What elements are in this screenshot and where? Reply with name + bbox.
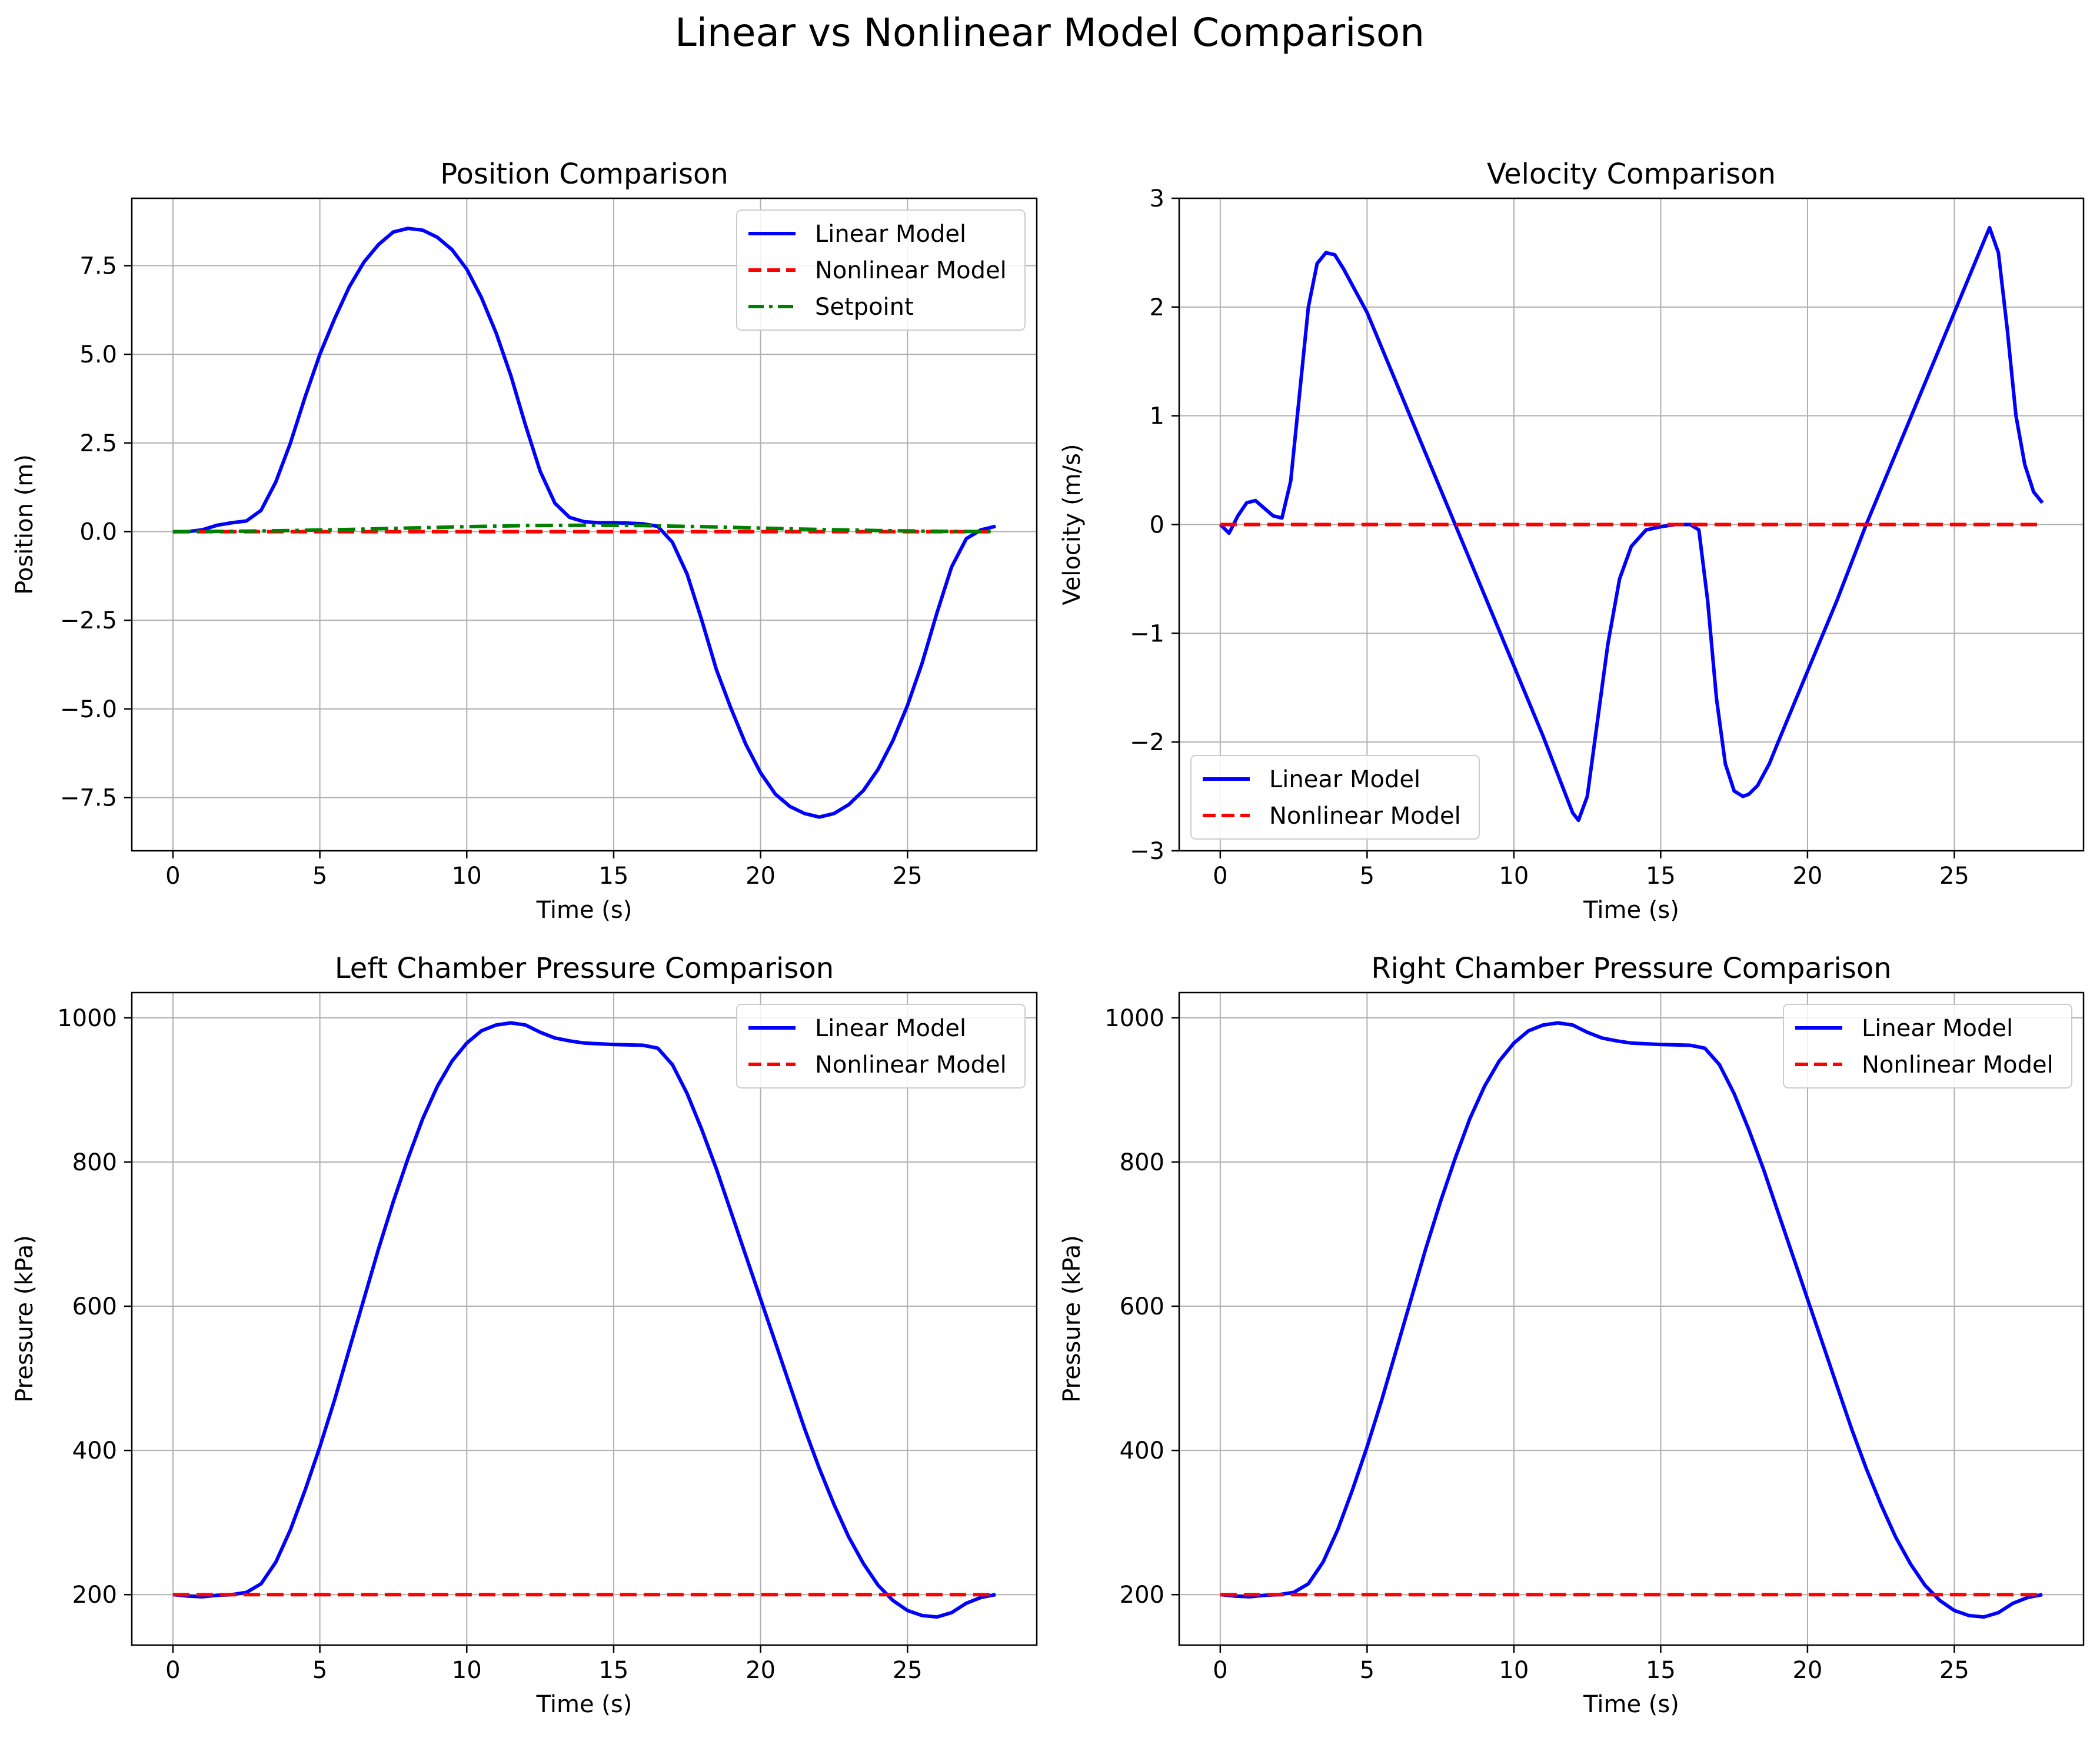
x-tick-label: 20 bbox=[1792, 1657, 1822, 1684]
position-legend: Linear Model Nonlinear Model Setpoint bbox=[736, 209, 1026, 331]
legend-box bbox=[1783, 1004, 2072, 1088]
y-tick-label: 1000 bbox=[57, 1005, 117, 1032]
left-pressure-axes-frame bbox=[131, 991, 1038, 1646]
x-tick-label: 10 bbox=[452, 1657, 482, 1684]
right-pressure-axes-frame bbox=[1178, 991, 2085, 1646]
x-tick-label: 15 bbox=[598, 1657, 628, 1684]
velocity-panel: 0 5 10 15 20 25 −3 −2 −1 0 1 2 3 Velocity Comparison T… bbox=[1059, 158, 2085, 924]
velocity-title: Velocity Comparison bbox=[1487, 158, 1776, 191]
x-tick-label: 15 bbox=[1646, 1657, 1676, 1684]
y-tick-label: 600 bbox=[1120, 1293, 1164, 1320]
y-tick-label: −2.5 bbox=[60, 607, 117, 634]
y-tick-label: −3 bbox=[1130, 838, 1164, 865]
velocity-xlabel: Time (s) bbox=[1583, 897, 1679, 924]
legend-box bbox=[736, 209, 1026, 331]
legend-label: Setpoint bbox=[815, 294, 914, 321]
legend-box bbox=[736, 1004, 1026, 1088]
x-tick-label: 25 bbox=[893, 1657, 923, 1684]
left-pressure-panel: 0 5 10 15 20 25 200 400 600 800 1000 Left Chamber P… bbox=[11, 952, 1038, 1718]
y-tick-label: −1 bbox=[1130, 620, 1164, 647]
right-pressure-xlabel: Time (s) bbox=[1583, 1691, 1679, 1718]
right-pressure-panel: 0 5 10 15 20 25 200 400 600 800 1000 Right Chamber … bbox=[1059, 952, 2085, 1718]
legend-label: Linear Model bbox=[1269, 766, 1420, 793]
velocity-legend: Linear Model Nonlinear Model bbox=[1190, 755, 1480, 840]
x-tick-label: 25 bbox=[893, 863, 923, 890]
y-tick-label: 1000 bbox=[1104, 1005, 1164, 1032]
position-series-setpoint-line bbox=[172, 523, 996, 534]
legend-label: Nonlinear Model bbox=[1269, 803, 1461, 830]
right-pressure-title: Right Chamber Pressure Comparison bbox=[1371, 952, 1891, 985]
x-tick-label: 15 bbox=[1646, 863, 1676, 890]
y-tick-label: −2 bbox=[1130, 729, 1164, 756]
x-tick-label: 25 bbox=[1939, 863, 1969, 890]
right-pressure-ylabel: Pressure (kPa) bbox=[1059, 1235, 1086, 1403]
y-tick-label: −5.0 bbox=[60, 696, 117, 723]
position-panel: 0 5 10 15 20 25 −7.5 −5.0 −2.5 0.0 2.5 5.0 7.5 Positi… bbox=[11, 158, 1038, 924]
legend-box bbox=[1190, 755, 1480, 840]
x-tick-label: 0 bbox=[1213, 1657, 1227, 1684]
left-pressure-title: Left Chamber Pressure Comparison bbox=[335, 952, 834, 985]
x-tick-label: 5 bbox=[312, 863, 327, 890]
velocity-series-linear-model-line bbox=[1219, 225, 2044, 823]
x-tick-label: 0 bbox=[1213, 863, 1227, 890]
legend-label: Linear Model bbox=[1862, 1015, 2013, 1042]
legend-label: Nonlinear Model bbox=[1862, 1051, 2054, 1078]
x-tick-label: 20 bbox=[746, 1657, 776, 1684]
y-tick-label: 600 bbox=[72, 1293, 117, 1320]
y-tick-label: 0 bbox=[1150, 512, 1164, 539]
right-pressure-legend: Linear Model Nonlinear Model bbox=[1783, 1004, 2072, 1088]
position-title: Position Comparison bbox=[440, 158, 728, 191]
y-tick-label: 800 bbox=[1120, 1149, 1164, 1176]
x-tick-label: 0 bbox=[165, 1657, 180, 1684]
y-tick-label: 2.5 bbox=[79, 430, 117, 457]
legend-label: Nonlinear Model bbox=[815, 1051, 1007, 1078]
y-tick-label: 800 bbox=[72, 1149, 117, 1176]
left-pressure-ylabel: Pressure (kPa) bbox=[11, 1235, 38, 1403]
y-tick-label: 3 bbox=[1150, 185, 1164, 212]
x-tick-label: 20 bbox=[1792, 863, 1822, 890]
y-tick-label: 2 bbox=[1150, 294, 1164, 321]
legend-label: Linear Model bbox=[815, 1015, 966, 1042]
y-tick-label: 200 bbox=[1120, 1582, 1164, 1609]
x-tick-label: 5 bbox=[1360, 1657, 1375, 1684]
y-tick-label: 7.5 bbox=[79, 253, 117, 280]
y-tick-label: 0.0 bbox=[79, 519, 117, 546]
position-ylabel: Position (m) bbox=[11, 454, 38, 595]
left-pressure-xlabel: Time (s) bbox=[536, 1691, 633, 1718]
left-pressure-series-linear-model-line bbox=[172, 1021, 996, 1619]
left-pressure-legend: Linear Model Nonlinear Model bbox=[736, 1004, 1026, 1088]
y-tick-label: 400 bbox=[72, 1437, 117, 1464]
y-tick-label: 1 bbox=[1150, 403, 1164, 430]
legend-label: Linear Model bbox=[815, 221, 966, 248]
x-tick-label: 10 bbox=[452, 863, 482, 890]
x-tick-label: 0 bbox=[165, 863, 180, 890]
x-tick-label: 25 bbox=[1939, 1657, 1969, 1684]
x-tick-label: 10 bbox=[1499, 1657, 1529, 1684]
x-tick-label: 5 bbox=[312, 1657, 327, 1684]
legend-label: Nonlinear Model bbox=[815, 257, 1007, 284]
position-xlabel: Time (s) bbox=[536, 897, 633, 924]
x-tick-label: 20 bbox=[746, 863, 776, 890]
right-pressure-series-linear-model-line bbox=[1220, 1021, 2043, 1619]
y-tick-label: −7.5 bbox=[60, 785, 117, 812]
y-tick-label: 200 bbox=[72, 1582, 117, 1609]
position-axes-frame bbox=[131, 197, 1038, 852]
x-tick-label: 5 bbox=[1360, 863, 1375, 890]
position-series-linear-model-line bbox=[172, 227, 996, 819]
y-tick-label: 5.0 bbox=[79, 341, 117, 368]
figure-suptitle: Linear vs Nonlinear Model Comparison bbox=[675, 10, 1425, 55]
velocity-ylabel: Velocity (m/s) bbox=[1059, 444, 1086, 605]
x-tick-label: 10 bbox=[1499, 863, 1529, 890]
x-tick-label: 15 bbox=[598, 863, 628, 890]
y-tick-label: 400 bbox=[1120, 1437, 1164, 1464]
